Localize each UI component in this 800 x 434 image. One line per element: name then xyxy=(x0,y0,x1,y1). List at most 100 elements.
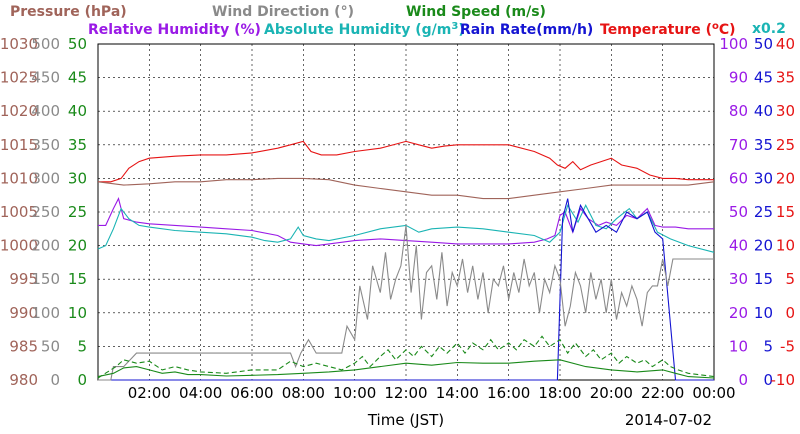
y-tick-label-temp: 5 xyxy=(785,270,795,288)
series-line-wind_spd xyxy=(97,359,715,379)
series-line-wind_dir xyxy=(98,225,714,381)
x-tick-label: 12:00 xyxy=(384,384,427,402)
y-tick-label-pressure: 1020 xyxy=(0,102,38,120)
y-tick-label-wind_dir: 350 xyxy=(31,136,60,154)
y-tick-label-temp: 40 xyxy=(776,35,795,53)
y-tick-label-temp: -5 xyxy=(780,337,795,355)
y-tick-label-wind_spd: 10 xyxy=(68,304,87,322)
x-tick-label: 08:00 xyxy=(282,384,325,402)
series-line-rain_rate xyxy=(98,198,714,381)
y-tick-label-humidity: 90 xyxy=(729,69,748,87)
x-tick-label: 00:00 xyxy=(692,384,735,402)
x-tick-label: 02:00 xyxy=(128,384,171,402)
y-tick-label-humidity: 70 xyxy=(729,136,748,154)
x-tick-label: 10:00 xyxy=(333,384,376,402)
series-layer xyxy=(97,140,715,381)
y-tick-label-humidity: 20 xyxy=(729,304,748,322)
y-tick-label-humidity: 100 xyxy=(719,35,748,53)
y-tick-label-humidity: 60 xyxy=(729,169,748,187)
legend-wind_spd: Wind Speed (m/s) xyxy=(406,4,546,20)
y-tick-label-rain: 20 xyxy=(754,237,773,255)
y-tick-label-rain: 0 xyxy=(763,371,773,389)
y-tick-label-temp: 20 xyxy=(776,169,795,187)
y-tick-label-temp: 15 xyxy=(776,203,795,221)
y-tick-label-humidity: 10 xyxy=(729,337,748,355)
y-tick-label-wind_dir: 100 xyxy=(31,304,60,322)
series-line-pressure xyxy=(97,177,715,200)
y-tick-label-wind_dir: 300 xyxy=(31,169,60,187)
y-tick-label-pressure: 980 xyxy=(9,371,38,389)
y-tick-label-wind_dir: 450 xyxy=(31,69,60,87)
series-line-abs_hum xyxy=(97,203,715,253)
y-tick-label-wind_dir: 0 xyxy=(50,371,60,389)
y-tick-label-wind_spd: 25 xyxy=(68,203,87,221)
y-tick-label-temp: 35 xyxy=(776,69,795,87)
chart-date: 2014-07-02 xyxy=(625,411,712,429)
y-tick-label-humidity: 80 xyxy=(729,102,748,120)
y-tick-label-pressure: 1010 xyxy=(0,169,38,187)
y-tick-label-wind_spd: 50 xyxy=(68,35,87,53)
y-tick-label-humidity: 50 xyxy=(729,203,748,221)
y-tick-label-pressure: 995 xyxy=(9,270,38,288)
x-tick-label: 22:00 xyxy=(641,384,684,402)
legend-abs_hum: Absolute Humidity (g/m3) xyxy=(264,21,465,39)
legend-rain_rate: Rain Rate(mm/h) xyxy=(460,22,593,38)
y-tick-label-wind_spd: 20 xyxy=(68,237,87,255)
y-tick-label-rain: 10 xyxy=(754,304,773,322)
y-tick-label-temp: 30 xyxy=(776,102,795,120)
y-tick-label-wind_dir: 250 xyxy=(31,203,60,221)
y-tick-label-rain: 50 xyxy=(754,35,773,53)
y-tick-label-wind_spd: 30 xyxy=(68,169,87,187)
y-tick-label-temp: 0 xyxy=(785,304,795,322)
y-tick-label-wind_spd: 5 xyxy=(77,337,87,355)
y-tick-label-wind_dir: 500 xyxy=(31,35,60,53)
legend-pressure: Pressure (hPa) xyxy=(10,4,127,20)
y-tick-label-rain: 15 xyxy=(754,270,773,288)
x-tick-label: 14:00 xyxy=(436,384,479,402)
x-axis-label: Time (JST) xyxy=(367,411,444,429)
legend-temp: Temperature (oC) xyxy=(600,21,736,39)
y-tick-label-rain: 45 xyxy=(754,69,773,87)
y-tick-label-pressure: 985 xyxy=(9,337,38,355)
y-tick-label-pressure: 1000 xyxy=(0,237,38,255)
series-line-temp xyxy=(98,140,714,183)
y-tick-label-wind_spd: 35 xyxy=(68,136,87,154)
x-tick-label: 20:00 xyxy=(590,384,633,402)
y-tick-label-temp: 25 xyxy=(776,136,795,154)
y-tick-label-wind_spd: 45 xyxy=(68,69,87,87)
series-line-wind_gust xyxy=(97,335,715,379)
y-tick-label-wind_dir: 50 xyxy=(41,337,60,355)
y-tick-label-rain: 35 xyxy=(754,136,773,154)
y-tick-label-humidity: 40 xyxy=(729,237,748,255)
x-tick-label: 16:00 xyxy=(487,384,530,402)
legend-rel_hum: Relative Humidity (%) xyxy=(88,22,261,38)
y-tick-label-rain: 30 xyxy=(754,169,773,187)
legend-wind_dir: Wind Direction (°) xyxy=(212,4,354,20)
x-tick-label: 04:00 xyxy=(179,384,222,402)
y-tick-label-humidity: 0 xyxy=(738,371,748,389)
y-tick-label-temp: -10 xyxy=(771,371,796,389)
abs-humidity-scale-note: x0.2 xyxy=(752,21,786,37)
y-tick-label-wind_spd: 40 xyxy=(68,102,87,120)
y-tick-label-pressure: 1025 xyxy=(0,69,38,87)
y-tick-label-pressure: 1005 xyxy=(0,203,38,221)
y-tick-label-rain: 25 xyxy=(754,203,773,221)
y-tick-label-wind_spd: 0 xyxy=(77,371,87,389)
y-tick-label-temp: 10 xyxy=(776,237,795,255)
y-tick-label-pressure: 1030 xyxy=(0,35,38,53)
axis-labels: 02:00 04:00 06:00 08:00 10:00 12:00 14:00 16:00… xyxy=(0,35,795,402)
y-tick-label-wind_dir: 400 xyxy=(31,102,60,120)
x-tick-label: 06:00 xyxy=(230,384,273,402)
y-tick-label-wind_spd: 15 xyxy=(68,270,87,288)
y-tick-label-rain: 40 xyxy=(754,102,773,120)
legend: Pressure (hPa) Wind Direction (°) Wind Spe… xyxy=(10,4,786,38)
series-line-rel_hum xyxy=(98,197,714,247)
y-tick-label-wind_dir: 200 xyxy=(31,237,60,255)
y-tick-label-pressure: 1015 xyxy=(0,136,38,154)
y-tick-label-rain: 5 xyxy=(763,337,773,355)
grid xyxy=(98,44,714,380)
y-tick-label-humidity: 30 xyxy=(729,270,748,288)
y-tick-label-pressure: 990 xyxy=(9,304,38,322)
y-tick-label-wind_dir: 150 xyxy=(31,270,60,288)
